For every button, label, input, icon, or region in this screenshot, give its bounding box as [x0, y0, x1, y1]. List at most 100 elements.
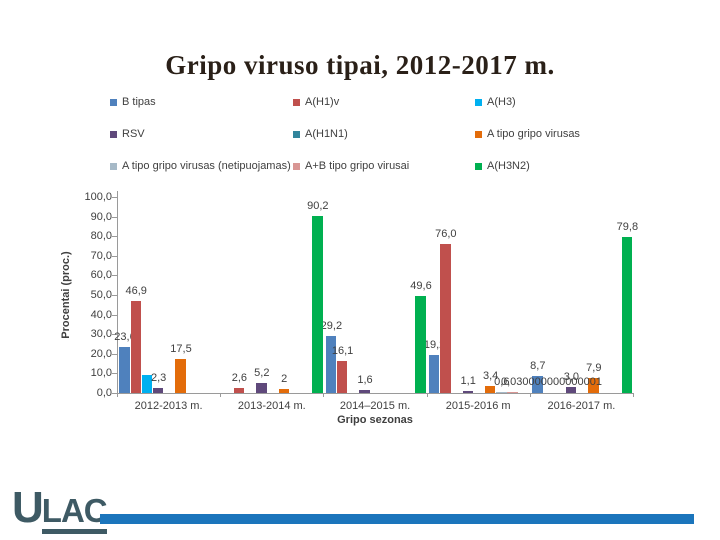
- x-category-label: 2013-2014 m.: [237, 400, 306, 412]
- bar-value-label: 90,2: [307, 200, 329, 213]
- x-category-label: 2015-2016 m: [445, 400, 511, 412]
- legend-label: A tipo gripo virusas (netipuojamas): [122, 160, 291, 172]
- legend-label: A(H3N2): [487, 160, 530, 172]
- bar-rsv: [256, 382, 267, 393]
- bar-value-label: 0,6: [494, 375, 510, 388]
- legend-swatch-icon: [475, 98, 482, 106]
- y-tick-label: 70,0: [90, 249, 112, 262]
- bar-a-h3-: [141, 374, 153, 393]
- y-tick-label: 20,0: [90, 347, 112, 360]
- x-category-label: 2014–2015 m.: [339, 400, 411, 412]
- legend-item: A(H1N1): [293, 128, 348, 140]
- bar-value-label: 5,2: [254, 366, 270, 379]
- y-tick-mark: [112, 314, 117, 316]
- legend-swatch-icon: [110, 162, 117, 170]
- x-category-label: 2012-2013 m.: [134, 400, 203, 412]
- legend-label: A(H1N1): [305, 128, 348, 140]
- bar-value-label: 2: [281, 373, 288, 386]
- x-category-label: 2016-2017 m.: [547, 400, 616, 412]
- bar-value-label: 0,030000000000001: [501, 376, 602, 388]
- y-tick-mark: [112, 295, 117, 296]
- legend-item: A tipo gripo virusas: [475, 128, 580, 140]
- legend-label: RSV: [122, 128, 145, 140]
- x-axis-line: [117, 393, 634, 394]
- legend-swatch-icon: [293, 130, 300, 138]
- bar-value-label: 46,9: [125, 285, 147, 298]
- legend-swatch-icon: [110, 98, 117, 106]
- x-axis-title: Gripo sezonas: [337, 414, 413, 426]
- x-tick-mark: [117, 393, 118, 397]
- bar-value-label: 19,2: [423, 339, 446, 352]
- y-tick-mark: [112, 275, 117, 277]
- legend-item: A(H1)v: [293, 96, 339, 108]
- y-tick-mark: [112, 216, 117, 218]
- bar-a-h1-v: [337, 361, 348, 393]
- legend-label: A(H3): [487, 96, 516, 108]
- bar-a-h3n2-: [415, 295, 426, 393]
- bar-rsv: [565, 387, 577, 393]
- bar-value-label: 16,1: [331, 345, 354, 358]
- legend-item: A(H3N2): [475, 160, 530, 172]
- legend-item: A(H3): [475, 96, 516, 108]
- bar-value-label: 7,9: [586, 361, 602, 374]
- legend-item: RSV: [110, 128, 145, 140]
- bar-a-h1-v: [233, 387, 245, 393]
- bar-a-tipo-gripo-virusas: [588, 377, 599, 393]
- y-tick-mark: [112, 334, 117, 336]
- logo-blue-bar: [100, 514, 694, 524]
- bar-value-label: 1,6: [357, 373, 373, 386]
- bar-value-label: 2,6: [231, 371, 248, 384]
- y-axis-line: [117, 191, 118, 393]
- bar-a-tipo-gripo-virusas: [175, 358, 186, 393]
- bar-rsv: [153, 388, 164, 393]
- x-tick-mark: [426, 393, 428, 397]
- bar-value-label: 17,5: [170, 342, 192, 355]
- y-tick-label: 10,0: [90, 367, 112, 380]
- legend-label: B tipas: [122, 96, 156, 108]
- y-tick-mark: [112, 353, 117, 355]
- bar-a-h1-v: [440, 244, 451, 393]
- bar-value-label: 29,2: [320, 319, 343, 332]
- legend-swatch-icon: [475, 130, 482, 138]
- y-tick-label: 40,0: [90, 308, 112, 321]
- logo-letter-u: U: [12, 483, 44, 532]
- y-tick-label: 90,0: [90, 210, 112, 223]
- bar-value-label: 23,6: [114, 330, 136, 343]
- bar-a-tipo-gripo-virusas-netipuojamas-: [496, 391, 507, 393]
- y-tick-label: 60,0: [90, 269, 112, 282]
- bar-rsv: [462, 390, 473, 393]
- ulac-logo: ULAC: [12, 483, 108, 534]
- bar-b-tipas: [532, 375, 543, 393]
- legend-swatch-icon: [475, 162, 482, 170]
- bar-a-h1-v: [130, 301, 141, 393]
- y-tick-mark: [112, 236, 117, 238]
- chart-title: Gripo viruso tipai, 2012-2017 m.: [165, 50, 555, 80]
- x-tick-mark: [633, 393, 634, 397]
- legend-item: B tipas: [110, 96, 156, 108]
- bar-b-tipas: [325, 335, 337, 393]
- x-tick-mark: [323, 393, 325, 397]
- bar-value-label: 3,0: [563, 371, 580, 384]
- bar-a-b-tipo-gripo-virusai: [507, 392, 518, 393]
- y-tick-mark: [112, 373, 117, 375]
- legend-item: A tipo gripo virusas (netipuojamas): [110, 160, 291, 172]
- y-tick-mark: [112, 393, 117, 394]
- bar-value-label: 2,3: [150, 372, 167, 385]
- y-tick-label: 30,0: [90, 328, 112, 341]
- y-tick-mark: [112, 255, 117, 257]
- legend-swatch-icon: [293, 98, 300, 106]
- x-tick-mark: [220, 393, 222, 397]
- bar-b-tipas: [429, 355, 440, 393]
- bar-b-tipas: [119, 346, 130, 393]
- x-tick-mark: [529, 393, 531, 397]
- y-tick-label: 100,0: [84, 191, 112, 203]
- bar-value-label: 3,4: [482, 370, 499, 383]
- bar-a-h3n2-: [621, 236, 633, 393]
- bar-rsv: [359, 389, 370, 393]
- bar-value-label: 1,1: [460, 374, 476, 387]
- legend-label: A tipo gripo virusas: [487, 128, 580, 140]
- y-tick-label: 80,0: [90, 230, 112, 243]
- legend-label: A(H1)v: [305, 96, 340, 108]
- legend-item: A+B tipo gripo virusai: [293, 160, 409, 172]
